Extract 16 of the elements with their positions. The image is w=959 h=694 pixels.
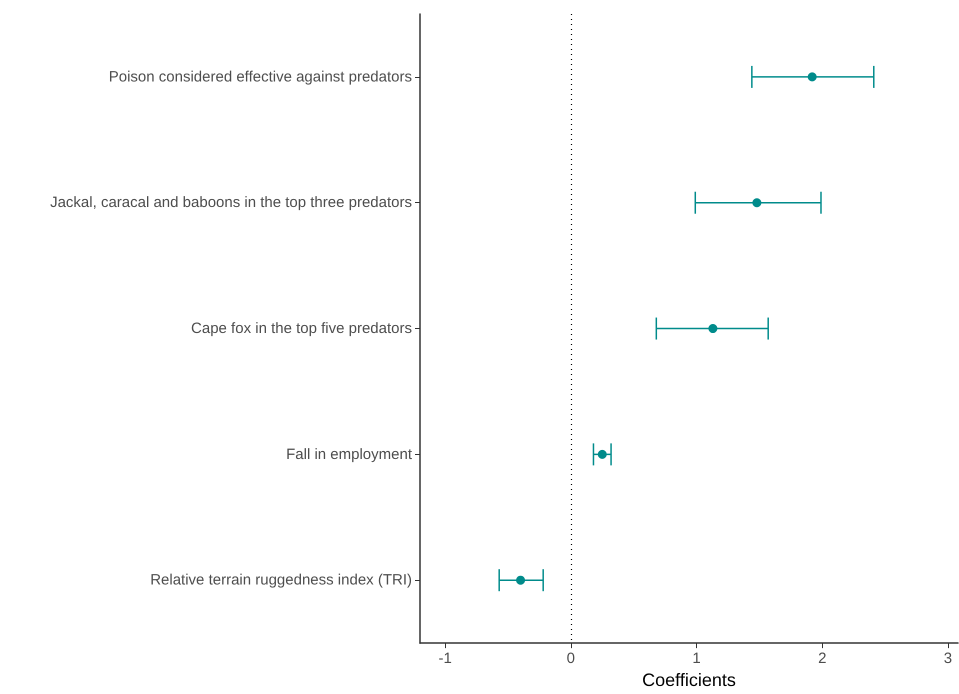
point <box>752 198 762 208</box>
x-tick-label: 0 <box>566 650 576 668</box>
point <box>708 324 718 334</box>
y-tick-label: Relative terrain ruggedness index (TRI) <box>150 572 412 589</box>
x-tick-label: 2 <box>818 650 826 668</box>
point <box>598 450 607 459</box>
y-tick-label: Poison considered effective against predators <box>108 68 412 86</box>
x-tick-label: -1 <box>438 650 452 668</box>
y-tick-label: Jackal, caracal and baboons in the top three predators <box>50 194 412 212</box>
point <box>808 72 817 82</box>
point <box>516 576 526 585</box>
x-axis-title: Coefficients <box>642 670 736 690</box>
y-tick-label: Fall in employment <box>286 446 413 463</box>
x-tick-label: 3 <box>944 650 952 668</box>
y-tick-label: Cape fox in the top five predators <box>191 320 412 338</box>
x-tick-label: 1 <box>692 650 701 668</box>
